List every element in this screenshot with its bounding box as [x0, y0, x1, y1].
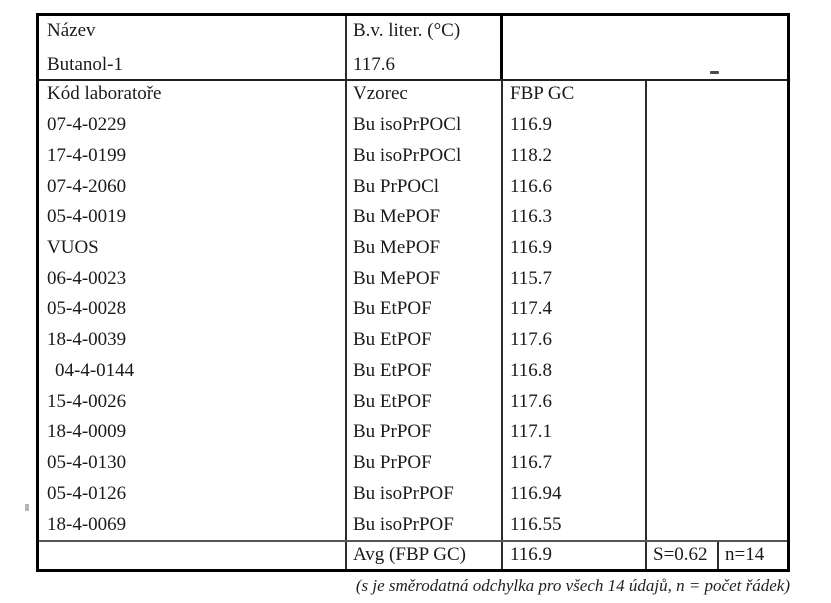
- fbp-cell: 116.7: [510, 452, 553, 474]
- scan-artifact-tick: [25, 504, 29, 511]
- column-divider-3: [645, 79, 647, 569]
- header-divider-line: [39, 79, 787, 81]
- table-inner: Název Butanol-1 B.v. liter. (°C) 117.6 K…: [39, 16, 787, 569]
- formula-cell: Bu PrPOF: [353, 421, 432, 443]
- lab-code-cell: 05-4-0130: [47, 452, 127, 474]
- table-body-section: Kód laboratoře Vzorec FBP GC 07-4-0229 B…: [39, 79, 787, 540]
- fbp-cell: 115.7: [510, 267, 553, 289]
- name-value: Butanol-1: [47, 54, 123, 76]
- lab-code-cell: 05-4-0028: [47, 298, 127, 320]
- formula-cell: Bu MePOF: [353, 267, 441, 289]
- fbp-cell: 117.6: [510, 390, 553, 412]
- scan-artifact-dot: [710, 71, 719, 74]
- table-summary-row: Avg (FBP GC) 116.9 S=0.62 n=14: [39, 540, 787, 569]
- fbp-cell: 116.94: [510, 482, 562, 504]
- name-label: Název: [47, 20, 96, 41]
- formula-cell: Bu isoPrPOF: [353, 482, 454, 504]
- formula-cell: Bu EtPOF: [353, 359, 432, 381]
- col-header-lab-code: Kód laboratoře: [47, 83, 162, 105]
- column-divider-2: [501, 16, 503, 569]
- boiling-point-cell: B.v. liter. (°C) 117.6: [345, 16, 502, 79]
- column-divider-4: [717, 540, 719, 569]
- fbp-cell: 117.4: [510, 298, 553, 320]
- formula-cell: Bu PrPOF: [353, 452, 432, 474]
- lab-code-cell: 17-4-0199: [47, 144, 127, 166]
- name-cell: Název Butanol-1: [39, 16, 345, 79]
- formula-cell: Bu isoPrPOCl: [353, 144, 462, 166]
- avg-value-cell: 116.9: [510, 543, 553, 565]
- bv-value: 117.6: [353, 54, 396, 76]
- fbp-cell: 117.1: [510, 421, 553, 443]
- fbp-cell: 117.6: [510, 329, 553, 351]
- lab-code-cell: 18-4-0039: [47, 329, 127, 351]
- results-table: Název Butanol-1 B.v. liter. (°C) 117.6 K…: [36, 13, 790, 572]
- lab-code-cell: 07-4-0229: [47, 114, 127, 136]
- empty-top-cell: [502, 16, 787, 79]
- bv-label: B.v. liter. (°C): [353, 20, 461, 41]
- summary-empty-cell: [39, 540, 345, 569]
- lab-code-cell: 15-4-0026: [47, 390, 127, 412]
- lab-code-cell: VUOS: [47, 237, 99, 259]
- lab-code-cell: 05-4-0126: [47, 482, 127, 504]
- footnote: (s je směrodatná odchylka pro všech 14 ú…: [355, 576, 790, 595]
- avg-label-cell: Avg (FBP GC): [353, 543, 466, 565]
- formula-cell: Bu PrPOCl: [353, 175, 440, 197]
- formula-cell: Bu EtPOF: [353, 390, 432, 412]
- column-divider-1: [345, 16, 347, 569]
- col-header-formula: Vzorec: [353, 83, 408, 105]
- col-header-fbp-gc: FBP GC: [510, 83, 575, 105]
- formula-cell: Bu isoPrPOF: [353, 513, 454, 535]
- lab-code-cell: 04-4-0144: [55, 359, 135, 381]
- stdev-cell: S=0.62: [653, 543, 708, 565]
- column-divider-2-thick: [500, 16, 503, 79]
- fbp-cell: 116.55: [510, 513, 562, 535]
- fbp-cell: 116.3: [510, 206, 553, 228]
- lab-code-cell: 06-4-0023: [47, 267, 127, 289]
- fbp-cell: 118.2: [510, 144, 553, 166]
- fbp-cell: 116.8: [510, 359, 553, 381]
- fbp-cell: 116.9: [510, 114, 553, 136]
- lab-code-cell: 07-4-2060: [47, 175, 127, 197]
- count-cell: n=14: [725, 543, 765, 565]
- formula-cell: Bu isoPrPOCl: [353, 114, 462, 136]
- summary-divider-line: [39, 540, 787, 542]
- formula-cell: Bu EtPOF: [353, 329, 432, 351]
- formula-cell: Bu MePOF: [353, 206, 441, 228]
- lab-code-cell: 18-4-0009: [47, 421, 127, 443]
- fbp-cell: 116.6: [510, 175, 553, 197]
- lab-code-cell: 05-4-0019: [47, 206, 127, 228]
- formula-cell: Bu EtPOF: [353, 298, 432, 320]
- fbp-cell: 116.9: [510, 237, 553, 259]
- table-title-section: Název Butanol-1 B.v. liter. (°C) 117.6: [39, 16, 787, 79]
- formula-cell: Bu MePOF: [353, 237, 441, 259]
- lab-code-cell: 18-4-0069: [47, 513, 127, 535]
